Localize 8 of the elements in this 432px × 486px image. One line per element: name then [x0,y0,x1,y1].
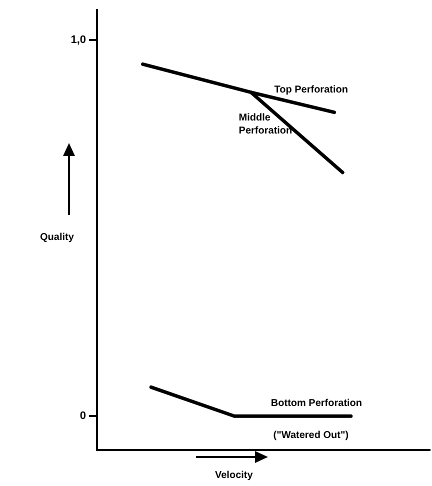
y-axis-title: Quality [40,232,74,243]
y-tick-label: 0 [80,410,86,422]
series-label: Top Perforation [274,84,348,96]
x-axis-title: Velocity [215,470,253,481]
annotation: ("Watered Out") [273,430,349,442]
y-tick-label: 1,0 [70,34,86,46]
series-label: Bottom Perforation [270,398,362,410]
series-label: Middle Perforation [238,112,292,136]
